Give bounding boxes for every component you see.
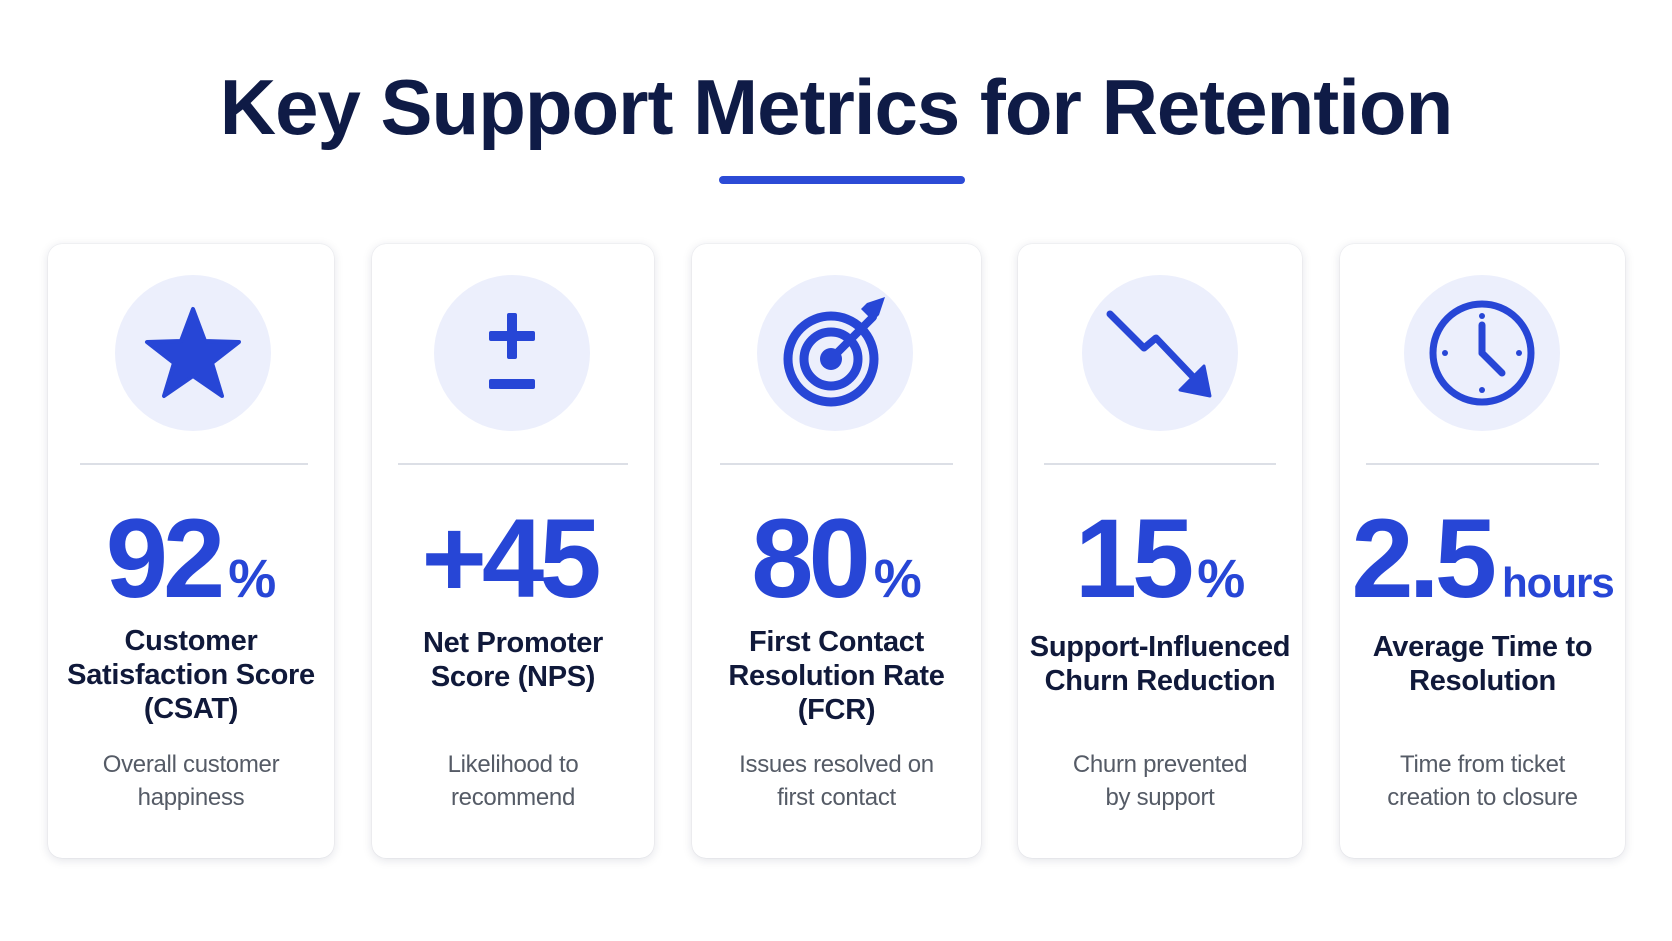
title-underline <box>719 176 965 184</box>
metric: +45 <box>372 499 654 619</box>
metric: 92 % <box>48 499 334 619</box>
metric-label: Support-Influenced Churn Reduction <box>1029 631 1291 697</box>
metric-value: 2.5 <box>1351 496 1497 621</box>
metric-value: 92 <box>105 496 226 621</box>
star-icon <box>145 307 241 398</box>
metric: 15 % <box>1018 499 1302 619</box>
metric-label: Net Promoter Score (NPS) <box>422 627 604 693</box>
metric-label: First Contact Resolution Rate (FCR) <box>728 626 945 726</box>
metric-label: Average Time to Resolution <box>1372 631 1593 697</box>
icon-badge <box>1082 275 1238 431</box>
card-divider <box>398 463 628 465</box>
metric-card-nps: +45 Net Promoter Score (NPS) Likelihood … <box>372 244 654 858</box>
target-icon <box>783 297 885 407</box>
metric-unit: % <box>873 549 922 609</box>
metric-description: Likelihood to recommend <box>447 751 579 811</box>
card-divider <box>1044 463 1276 465</box>
plus-minus-icon <box>489 313 535 389</box>
icon-badge <box>757 275 913 431</box>
metric-description: Overall customer happiness <box>102 751 280 811</box>
metric-description: Churn prevented by support <box>1072 751 1248 811</box>
card-divider <box>1366 463 1599 465</box>
trend-down-icon <box>1106 310 1212 398</box>
metric: 2.5 hours <box>1340 499 1625 619</box>
icon-badge <box>115 275 271 431</box>
metric-card-fcr: 80 % First Contact Resolution Rate (FCR)… <box>692 244 981 858</box>
card-divider <box>80 463 308 465</box>
metric-value: 15 <box>1074 496 1195 621</box>
metric-unit: % <box>1197 549 1246 609</box>
metric-value: +45 <box>421 496 602 621</box>
metric-description: Time from ticket creation to closure <box>1387 751 1578 811</box>
page-title: Key Support Metrics for Retention <box>219 63 1453 151</box>
card-divider <box>720 463 953 465</box>
metric-unit: hours <box>1502 559 1615 606</box>
clock-icon <box>1429 300 1535 406</box>
metric-value: 80 <box>751 496 871 621</box>
metric-card-churn: 15 % Support-Influenced Churn Reduction … <box>1018 244 1302 858</box>
metric-label: Customer Satisfaction Score (CSAT) <box>67 625 315 725</box>
icon-badge <box>1404 275 1560 431</box>
metric-card-resolution-time: 2.5 hours Average Time to Resolution Tim… <box>1340 244 1625 858</box>
metric-card-csat: 92 % Customer Satisfaction Score (CSAT) … <box>48 244 334 858</box>
metric-unit: % <box>228 549 277 609</box>
metric-description: Issues resolved on first contact <box>739 751 934 811</box>
icon-badge <box>434 275 590 431</box>
metric: 80 % <box>692 499 981 619</box>
